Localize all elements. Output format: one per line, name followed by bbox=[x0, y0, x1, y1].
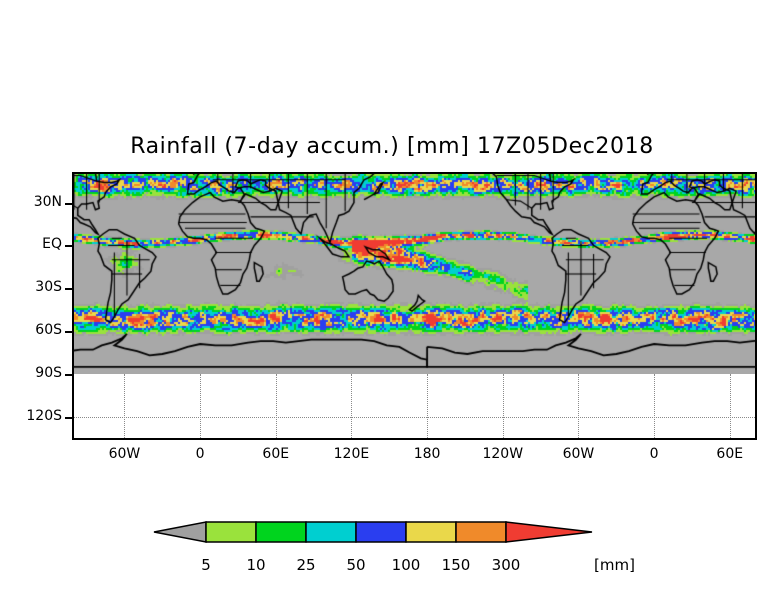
colorbar-tick-label: 50 bbox=[346, 556, 366, 574]
colorbar-tick-label: 10 bbox=[246, 556, 266, 574]
x-axis-tick-label: 180 bbox=[413, 446, 441, 462]
colorbar-tick-label: 25 bbox=[296, 556, 316, 574]
y-axis-tick-label: 30S bbox=[35, 279, 62, 296]
x-axis-tick-label: 60W bbox=[108, 446, 141, 462]
x-axis-tick-label: 60E bbox=[716, 446, 744, 462]
x-axis-tick-label: 0 bbox=[195, 446, 205, 462]
y-axis-tick-label: 120S bbox=[26, 407, 62, 424]
grid-line-vertical bbox=[124, 374, 126, 438]
grid-line-vertical bbox=[275, 374, 277, 438]
figure-title: Rainfall (7-day accum.) [mm] 17Z05Dec201… bbox=[130, 134, 654, 159]
x-axis-tick-label: 60E bbox=[262, 446, 290, 462]
y-axis-tick-mark bbox=[65, 202, 72, 205]
grid-line-vertical bbox=[729, 374, 731, 438]
colorbar-swatches bbox=[153, 521, 593, 543]
colorbar-arrow-right bbox=[505, 521, 593, 543]
rainfall-data-band bbox=[74, 174, 755, 374]
colorbar-swatch bbox=[455, 521, 507, 543]
y-axis-tick-label: 60S bbox=[35, 322, 62, 339]
colorbar-tick-label: 100 bbox=[391, 556, 421, 574]
grid-line-horizontal bbox=[74, 416, 755, 418]
rainfall-raster bbox=[74, 174, 755, 374]
map-plot-inner bbox=[74, 174, 755, 438]
x-axis-tick-label: 120E bbox=[333, 446, 370, 462]
colorbar-swatch bbox=[205, 521, 257, 543]
grid-line-vertical bbox=[200, 374, 202, 438]
colorbar-swatch bbox=[355, 521, 407, 543]
colorbar-tick-label: 5 bbox=[201, 556, 211, 574]
y-axis-tick-mark bbox=[65, 288, 72, 291]
grid-line-vertical bbox=[427, 374, 429, 438]
colorbar-units-label: [mm] bbox=[594, 556, 635, 574]
y-axis-tick-mark bbox=[65, 331, 72, 334]
y-axis-tick-mark bbox=[65, 416, 72, 419]
y-axis-tick-label: EQ bbox=[42, 236, 62, 253]
grid-line-vertical bbox=[502, 374, 504, 438]
colorbar-swatch bbox=[255, 521, 307, 543]
map-plot-area bbox=[72, 172, 757, 440]
y-axis-tick-mark bbox=[65, 374, 72, 376]
x-axis-tick-label: 0 bbox=[649, 446, 659, 462]
y-axis-tick-label: 90S bbox=[35, 365, 62, 381]
grid-line-vertical bbox=[351, 374, 353, 438]
colorbar-swatch bbox=[305, 521, 357, 543]
colorbar-arrow-left bbox=[153, 521, 207, 543]
x-axis-tick-label: 60W bbox=[562, 446, 595, 462]
x-axis-tick-label: 120W bbox=[482, 446, 524, 462]
colorbar: 5 10 25 50 100 150 300 [mm] bbox=[0, 518, 784, 578]
y-axis-tick-label: 30N bbox=[33, 193, 62, 210]
colorbar-swatch bbox=[405, 521, 457, 543]
grid-line-vertical bbox=[578, 374, 580, 438]
y-axis-tick-mark bbox=[65, 245, 72, 248]
colorbar-tick-label: 150 bbox=[441, 556, 471, 574]
grid-line-vertical bbox=[654, 374, 656, 438]
colorbar-tick-label: 300 bbox=[491, 556, 521, 574]
